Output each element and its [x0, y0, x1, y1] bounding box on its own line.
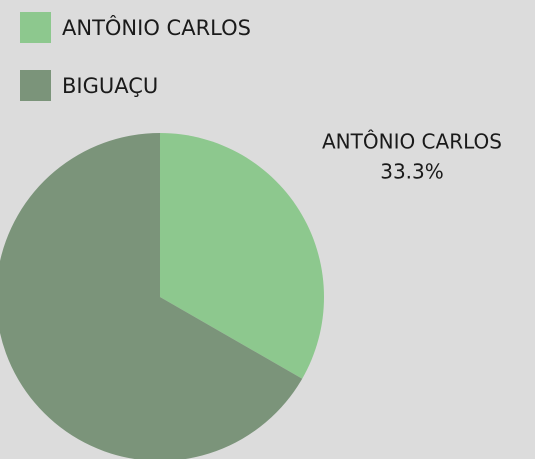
slice-label: ANTÔNIO CARLOS: [322, 130, 502, 154]
legend-swatch: [20, 12, 51, 43]
legend-swatch: [20, 70, 51, 101]
slice-label: BIGUAÇU: [0, 389, 1, 413]
pie-slice: [0, 133, 303, 459]
legend-label: ANTÔNIO CARLOS: [62, 15, 251, 40]
pie-slice: [160, 133, 324, 379]
slice-value: 33.3%: [380, 160, 444, 184]
legend-label: BIGUAÇU: [62, 74, 158, 98]
